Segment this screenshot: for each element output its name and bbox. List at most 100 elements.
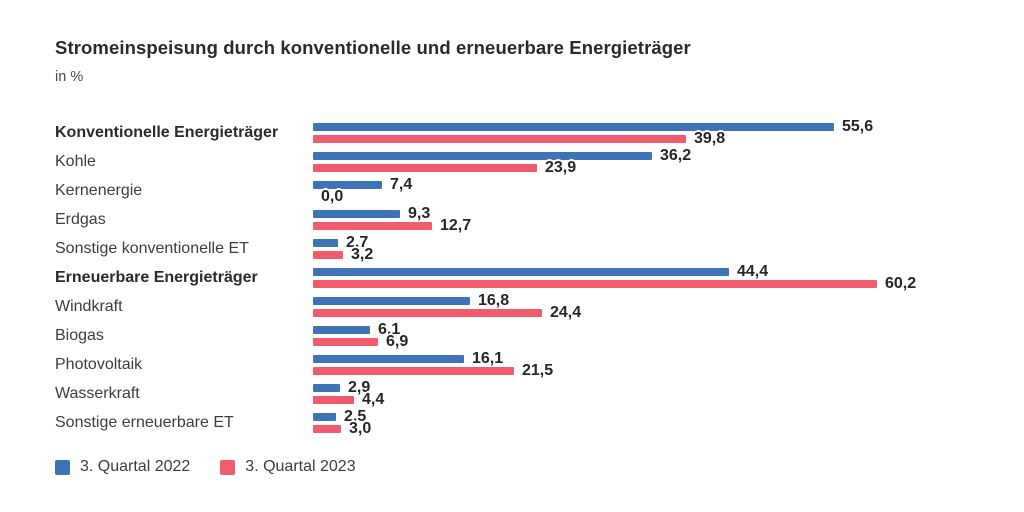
category-label: Biogas bbox=[55, 326, 104, 344]
bar-q3-2023 bbox=[313, 251, 343, 259]
bar-line: 44,4 bbox=[313, 263, 1024, 280]
bar-line: 7,4 bbox=[313, 176, 1024, 193]
bar-pair: 55,6 39,8 bbox=[313, 118, 1024, 147]
bar-line: 4,4 bbox=[313, 391, 1024, 408]
value-label: 39,8 bbox=[694, 130, 726, 147]
bar-q3-2023 bbox=[313, 164, 537, 172]
bar-q3-2023 bbox=[313, 135, 686, 143]
chart-row: Erneuerbare Energieträger 44,4 60,2 bbox=[55, 263, 1024, 292]
bar-q3-2023 bbox=[313, 309, 542, 317]
bar-line: 2,7 bbox=[313, 234, 1024, 251]
value-label: 3,0 bbox=[349, 420, 372, 437]
value-label: 23,9 bbox=[545, 159, 577, 176]
value-label: 21,5 bbox=[522, 362, 554, 379]
bar-q3-2022 bbox=[313, 181, 382, 189]
bar-q3-2022 bbox=[313, 355, 464, 363]
value-label: 4,4 bbox=[362, 391, 385, 408]
category-label: Konventionelle Energieträger bbox=[55, 123, 279, 141]
bar-q3-2022 bbox=[313, 123, 834, 131]
chart-row: Kernenergie 7,4 0,0 bbox=[55, 176, 1024, 205]
chart-row: Photovoltaik 16,1 21,5 bbox=[55, 350, 1024, 379]
bar-pair: 6,1 6,9 bbox=[313, 321, 1024, 350]
value-label: 6,9 bbox=[386, 333, 409, 350]
value-label: 2,5 bbox=[344, 408, 367, 425]
bar-q3-2022 bbox=[313, 297, 470, 305]
category-label: Sonstige konventionelle ET bbox=[55, 239, 249, 257]
chart-row: Kohle 36,2 23,9 bbox=[55, 147, 1024, 176]
bar-q3-2022 bbox=[313, 326, 370, 334]
bar-q3-2022 bbox=[313, 210, 400, 218]
chart-row: Biogas 6,1 6,9 bbox=[55, 321, 1024, 350]
bar-pair: 16,1 21,5 bbox=[313, 350, 1024, 379]
bar-line: 60,2 bbox=[313, 275, 1024, 292]
chart-row: Konventionelle Energieträger 55,6 39,8 bbox=[55, 118, 1024, 147]
bar-chart: Konventionelle Energieträger 55,6 39,8 Kohl… bbox=[55, 118, 1024, 437]
chart-row: Wasserkraft 2,9 4,4 bbox=[55, 379, 1024, 408]
bar-line: 0,0 bbox=[313, 188, 1024, 205]
bar-q3-2022 bbox=[313, 413, 336, 421]
bar-line: 16,8 bbox=[313, 292, 1024, 309]
chart-row: Erdgas 9,3 12,7 bbox=[55, 205, 1024, 234]
category-label: Kohle bbox=[55, 152, 96, 170]
bar-q3-2022 bbox=[313, 152, 652, 160]
bar-line: 24,4 bbox=[313, 304, 1024, 321]
value-label: 44,4 bbox=[737, 263, 769, 280]
bar-pair: 44,4 60,2 bbox=[313, 263, 1024, 292]
value-label: 3,2 bbox=[351, 246, 374, 263]
category-label: Kernenergie bbox=[55, 181, 143, 199]
bar-q3-2023 bbox=[313, 367, 514, 375]
bar-line: 9,3 bbox=[313, 206, 1024, 222]
bar-line: 12,7 bbox=[313, 217, 1024, 234]
bar-q3-2023 bbox=[313, 396, 354, 404]
legend-swatch-2022 bbox=[55, 459, 70, 475]
category-label: Wasserkraft bbox=[55, 384, 140, 402]
bar-line: 3,2 bbox=[313, 246, 1024, 263]
value-label: 2,9 bbox=[348, 379, 371, 396]
legend-label-2023: 3. Quartal 2023 bbox=[245, 458, 356, 475]
value-label: 16,1 bbox=[472, 350, 504, 367]
chart-legend: 3. Quartal 2022 3. Quartal 2023 bbox=[55, 458, 1024, 476]
category-label: Erdgas bbox=[55, 210, 106, 228]
bar-line: 23,9 bbox=[313, 159, 1024, 176]
value-label: 12,7 bbox=[440, 217, 472, 234]
value-label: 55,6 bbox=[842, 118, 874, 135]
bar-q3-2022 bbox=[313, 384, 340, 392]
bar-line: 39,8 bbox=[313, 130, 1024, 147]
bar-pair: 2,9 4,4 bbox=[313, 379, 1024, 408]
value-label: 24,4 bbox=[550, 304, 582, 321]
bar-line: 6,1 bbox=[313, 321, 1024, 338]
bar-q3-2023 bbox=[313, 280, 877, 288]
bar-pair: 7,4 0,0 bbox=[313, 176, 1024, 205]
bar-q3-2023 bbox=[313, 338, 378, 346]
chart-row: Windkraft 16,8 24,4 bbox=[55, 292, 1024, 321]
bar-pair: 2,5 3,0 bbox=[313, 408, 1024, 437]
bar-line: 55,6 bbox=[313, 118, 1024, 135]
value-label: 0,0 bbox=[321, 188, 344, 205]
legend-item-q3-2022: 3. Quartal 2022 bbox=[55, 458, 190, 476]
bar-line: 6,9 bbox=[313, 333, 1024, 350]
bar-q3-2023 bbox=[313, 222, 432, 230]
value-label: 16,8 bbox=[478, 292, 510, 309]
bar-line: 2,9 bbox=[313, 379, 1024, 396]
bar-pair: 16,8 24,4 bbox=[313, 292, 1024, 321]
bar-line: 16,1 bbox=[313, 350, 1024, 367]
legend-label-2022: 3. Quartal 2022 bbox=[80, 458, 191, 475]
legend-item-q3-2023: 3. Quartal 2023 bbox=[220, 458, 356, 476]
value-label: 36,2 bbox=[660, 147, 692, 164]
bar-q3-2022 bbox=[313, 239, 338, 247]
legend-swatch-2023 bbox=[220, 459, 236, 475]
category-label: Windkraft bbox=[55, 297, 123, 315]
chart-title: Stromeinspeisung durch konventionelle un… bbox=[55, 37, 691, 58]
bar-line: 36,2 bbox=[313, 147, 1024, 164]
category-label: Photovoltaik bbox=[55, 355, 143, 373]
bar-q3-2023 bbox=[313, 425, 341, 433]
value-label: 60,2 bbox=[885, 275, 917, 292]
value-label: 6,1 bbox=[378, 321, 401, 338]
value-label: 7,4 bbox=[390, 176, 413, 193]
bar-pair: 9,3 12,7 bbox=[313, 205, 1024, 234]
value-label: 2,7 bbox=[346, 234, 369, 251]
bar-line: 2,5 bbox=[313, 408, 1024, 425]
chart-row: Sonstige erneuerbare ET 2,5 3,0 bbox=[55, 408, 1024, 437]
chart-row: Sonstige konventionelle ET 2,7 3,2 bbox=[55, 234, 1024, 263]
